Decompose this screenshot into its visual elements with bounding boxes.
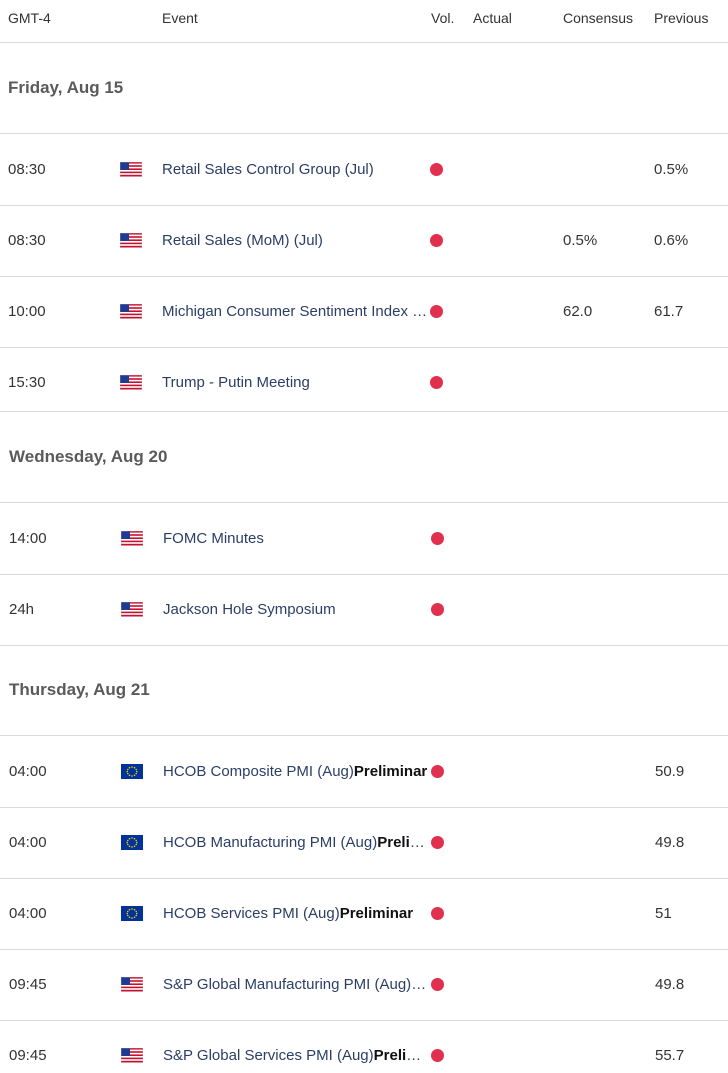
previous-value: 50.9 (655, 763, 685, 780)
day-label: Friday, Aug 15 (8, 78, 124, 97)
eu-flag-icon (121, 906, 143, 921)
event-name[interactable]: HCOB Manufacturing PMI (Aug)Preliminary (163, 834, 429, 851)
event-row[interactable]: 09:45 S&P Global Services PMI (Aug)Preli… (0, 1020, 728, 1073)
high-volatility-icon (431, 1049, 444, 1062)
event-row[interactable]: 08:30 Retail Sales Control Group (Jul) 0… (0, 134, 728, 206)
event-time: 08:30 (8, 232, 46, 249)
consensus-column-header: Consensus (563, 10, 634, 26)
table-header: GMT-4 Event Vol. Actual Consensus Previo… (0, 0, 728, 43)
event-name[interactable]: S&P Global Manufacturing PMI (Aug) Preli… (163, 976, 429, 993)
event-row[interactable]: 14:00 FOMC Minutes (0, 503, 728, 575)
previous-value: 51 (655, 905, 672, 922)
high-volatility-icon (430, 163, 443, 176)
event-name[interactable]: Retail Sales Control Group (Jul) (162, 161, 374, 178)
event-time: 24h (9, 601, 35, 618)
high-volatility-icon (431, 603, 444, 616)
high-volatility-icon (430, 376, 443, 389)
high-volatility-icon (431, 836, 444, 849)
actual-column-header: Actual (473, 10, 512, 26)
event-name[interactable]: Jackson Hole Symposium (163, 601, 336, 618)
day-header-wednesday: Wednesday, Aug 20 (0, 412, 728, 503)
us-flag-icon (121, 977, 143, 992)
previous-value: 0.6% (654, 232, 689, 249)
previous-value: 55.7 (655, 1047, 685, 1064)
high-volatility-icon (431, 907, 444, 920)
event-time: 09:45 (9, 976, 47, 993)
us-flag-icon (120, 233, 142, 248)
high-volatility-icon (431, 765, 444, 778)
high-volatility-icon (430, 234, 443, 247)
event-row[interactable]: 24h Jackson Hole Symposium (0, 574, 728, 646)
event-time: 09:45 (9, 1047, 47, 1064)
us-flag-icon (121, 531, 143, 546)
previous-value: 0.5% (654, 161, 689, 178)
high-volatility-icon (430, 305, 443, 318)
us-flag-icon (120, 304, 142, 319)
event-name[interactable]: Michigan Consumer Sentiment Index (Aug) … (162, 303, 428, 320)
us-flag-icon (120, 162, 142, 177)
previous-value: 61.7 (654, 303, 684, 320)
event-row[interactable]: 10:00 Michigan Consumer Sentiment Index … (0, 276, 728, 348)
event-time: 04:00 (9, 905, 47, 922)
event-name[interactable]: Retail Sales (MoM) (Jul) (162, 232, 323, 249)
consensus-value: 62.0 (563, 303, 593, 320)
high-volatility-icon (431, 978, 444, 991)
day-header-friday: Friday, Aug 15 (0, 43, 728, 134)
timezone-label[interactable]: GMT-4 (8, 10, 51, 26)
previous-column-header: Previous (654, 10, 709, 26)
event-row[interactable]: 04:00 HCOB Composite PMI (Aug)Preliminar… (0, 736, 728, 808)
day-label: Thursday, Aug 21 (9, 680, 150, 699)
high-volatility-icon (431, 532, 444, 545)
event-time: 04:00 (9, 763, 47, 780)
us-flag-icon (121, 602, 143, 617)
consensus-value: 0.5% (563, 232, 598, 249)
eu-flag-icon (121, 764, 143, 779)
day-label: Wednesday, Aug 20 (9, 447, 168, 466)
us-flag-icon (121, 1048, 143, 1063)
event-name[interactable]: HCOB Services PMI (Aug)Preliminar (163, 905, 414, 922)
event-name[interactable]: S&P Global Services PMI (Aug)Preliminary (163, 1047, 429, 1064)
event-row[interactable]: 15:30 Trump - Putin Meeting (0, 347, 728, 412)
event-time: 08:30 (8, 161, 46, 178)
event-name[interactable]: FOMC Minutes (163, 530, 264, 547)
event-time: 15:30 (8, 374, 46, 391)
eu-flag-icon (121, 835, 143, 850)
event-name[interactable]: HCOB Composite PMI (Aug)Preliminar (163, 763, 428, 780)
vol-column-header: Vol. (431, 10, 455, 26)
event-time: 14:00 (9, 530, 47, 547)
previous-value: 49.8 (655, 976, 685, 993)
event-time: 10:00 (8, 303, 46, 320)
event-column-header: Event (162, 10, 198, 26)
event-name[interactable]: Trump - Putin Meeting (162, 374, 310, 391)
event-time: 04:00 (9, 834, 47, 851)
event-row[interactable]: 04:00 HCOB Manufacturing PMI (Aug)Prelim… (0, 807, 728, 879)
us-flag-icon (120, 375, 142, 390)
previous-value: 49.8 (655, 834, 685, 851)
event-row[interactable]: 04:00 HCOB Services PMI (Aug)Preliminar … (0, 878, 728, 950)
day-header-thursday: Thursday, Aug 21 (0, 645, 728, 736)
event-row[interactable]: 09:45 S&P Global Manufacturing PMI (Aug)… (0, 949, 728, 1021)
event-row[interactable]: 08:30 Retail Sales (MoM) (Jul) 0.5% 0.6% (0, 205, 728, 277)
